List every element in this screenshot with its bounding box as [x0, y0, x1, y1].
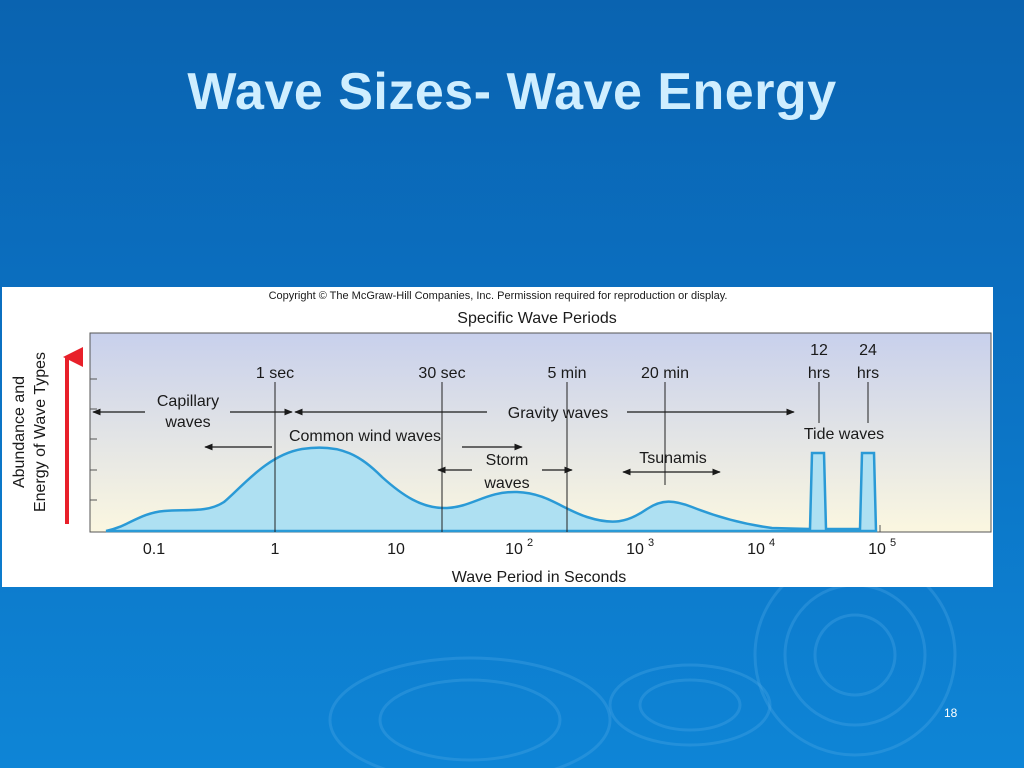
- label-capillary-line2: waves: [164, 414, 210, 431]
- label-gravity-waves: Gravity waves: [508, 405, 608, 422]
- x-tick-10e2-exp: 2: [527, 537, 533, 549]
- x-tick-10e3-exp: 3: [648, 537, 654, 549]
- wave-spectrum-figure: Copyright © The McGraw-Hill Companies, I…: [2, 287, 993, 587]
- label-storm-line2: waves: [483, 475, 529, 492]
- x-tick-0-1: 0.1: [143, 541, 165, 558]
- label-capillary-line1: Capillary: [157, 393, 219, 410]
- marker-12-value: 12: [810, 342, 828, 359]
- x-tick-10e5-exp: 5: [890, 537, 896, 549]
- x-tick-10e4-base: 10: [747, 541, 765, 558]
- marker-1-sec: 1 sec: [256, 365, 294, 382]
- x-axis-label: Wave Period in Seconds: [452, 569, 627, 586]
- marker-12-unit: hrs: [808, 365, 830, 382]
- wave-spectrum-svg: Copyright © The McGraw-Hill Companies, I…: [11, 290, 992, 586]
- period-marker-lines: [274, 382, 869, 532]
- marker-30-sec: 30 sec: [418, 365, 465, 382]
- slide-title: Wave Sizes- Wave Energy: [187, 63, 837, 121]
- marker-24-value: 24: [859, 342, 877, 359]
- y-axis-label-line1: Abundance and: [11, 376, 28, 488]
- y-axis-label-line2: Energy of Wave Types: [32, 352, 49, 512]
- x-tick-10: 10: [387, 541, 405, 558]
- marker-24-unit: hrs: [857, 365, 879, 382]
- label-common-wind-waves: Common wind waves: [289, 428, 441, 445]
- energy-curve: [105, 446, 878, 533]
- x-tick-10e3-base: 10: [626, 541, 644, 558]
- marker-5-min: 5 min: [547, 365, 586, 382]
- x-tick-10e5-base: 10: [868, 541, 886, 558]
- x-tick-10e4-exp: 4: [769, 537, 775, 549]
- label-tsunamis: Tsunamis: [639, 450, 707, 467]
- slide-number: 18: [944, 706, 958, 720]
- figure-header: Specific Wave Periods: [457, 310, 616, 327]
- x-tick-1: 1: [271, 541, 280, 558]
- marker-20-min: 20 min: [641, 365, 689, 382]
- label-storm-line1: Storm: [486, 452, 529, 469]
- copyright-notice: Copyright © The McGraw-Hill Companies, I…: [269, 290, 728, 302]
- x-tick-10e2-base: 10: [505, 541, 523, 558]
- label-tide-waves: Tide waves: [804, 426, 884, 443]
